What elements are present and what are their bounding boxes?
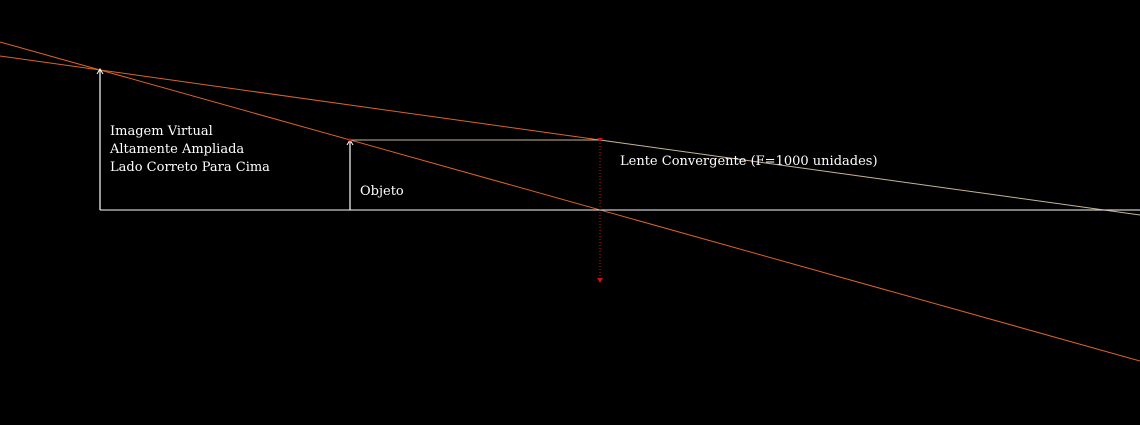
ray-refracted-through-focus (599, 139, 1140, 216)
lens-label: Lente Convergente (F=1000 unidades) (620, 154, 878, 169)
image-label-line3: Lado Correto Para Cima (110, 160, 270, 175)
ray-virtual-extension (0, 55, 601, 141)
object-tip-marker (348, 138, 352, 142)
ray-through-lens-center (0, 41, 1140, 362)
image-label-line2: Altamente Ampliada (110, 142, 245, 157)
object-label: Objeto (360, 184, 404, 199)
virtual-image-arrow (96, 68, 104, 210)
object-arrow (346, 139, 354, 210)
lens-marker (597, 138, 603, 283)
image-label-line1: Imagem Virtual (110, 124, 213, 139)
